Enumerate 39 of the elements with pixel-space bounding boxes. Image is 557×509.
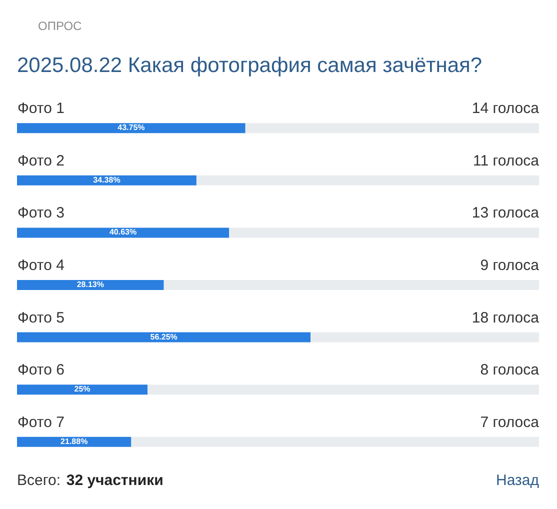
y-tick-label: Фото 3: [18, 204, 64, 222]
y-tick-label: Фото 7: [18, 414, 64, 431]
data-label: 56.25%: [150, 332, 178, 342]
bar: [245, 123, 539, 134]
bar: [17, 123, 246, 134]
annotation: 13 голоса: [472, 204, 540, 222]
text: Назад: [496, 472, 540, 489]
annotation: 7 голоса: [480, 414, 540, 431]
y-tick-label: Фото 6: [18, 362, 64, 379]
bar: [229, 228, 539, 238]
bar: [17, 436, 132, 447]
bar: [17, 332, 311, 342]
text: ОПРОС: [38, 19, 82, 33]
data-label: 40.63%: [109, 228, 137, 237]
bar: [17, 280, 164, 290]
annotation: 8 голоса: [480, 362, 540, 379]
bar: [196, 175, 539, 186]
annotation: 14 голоса: [472, 100, 540, 118]
data-label: 28.13%: [76, 280, 104, 289]
bar: [131, 436, 539, 447]
y-tick-label: Фото 4: [18, 257, 64, 274]
text: Всего: 32 участники: [17, 472, 164, 489]
annotation: 18 голоса: [472, 309, 540, 326]
bar: [17, 384, 148, 395]
bar: [310, 332, 539, 342]
bar: [148, 384, 539, 395]
annotation: 9 голоса: [480, 257, 540, 274]
data-label: 21.88%: [60, 436, 88, 446]
data-label: 25%: [74, 384, 90, 394]
bar: [17, 228, 230, 238]
bar: [17, 175, 196, 186]
y-tick-label: Фото 2: [18, 152, 64, 170]
chart-title: 2025.08.22 Какая фотография самая зачётная?: [17, 54, 482, 77]
bar: [164, 280, 539, 290]
data-label: 34.38%: [93, 175, 120, 184]
y-tick-label: Фото 1: [18, 100, 64, 118]
annotation: 11 голоса: [473, 152, 540, 170]
y-tick-label: Фото 5: [18, 309, 64, 326]
data-label: 43.75%: [118, 123, 145, 132]
